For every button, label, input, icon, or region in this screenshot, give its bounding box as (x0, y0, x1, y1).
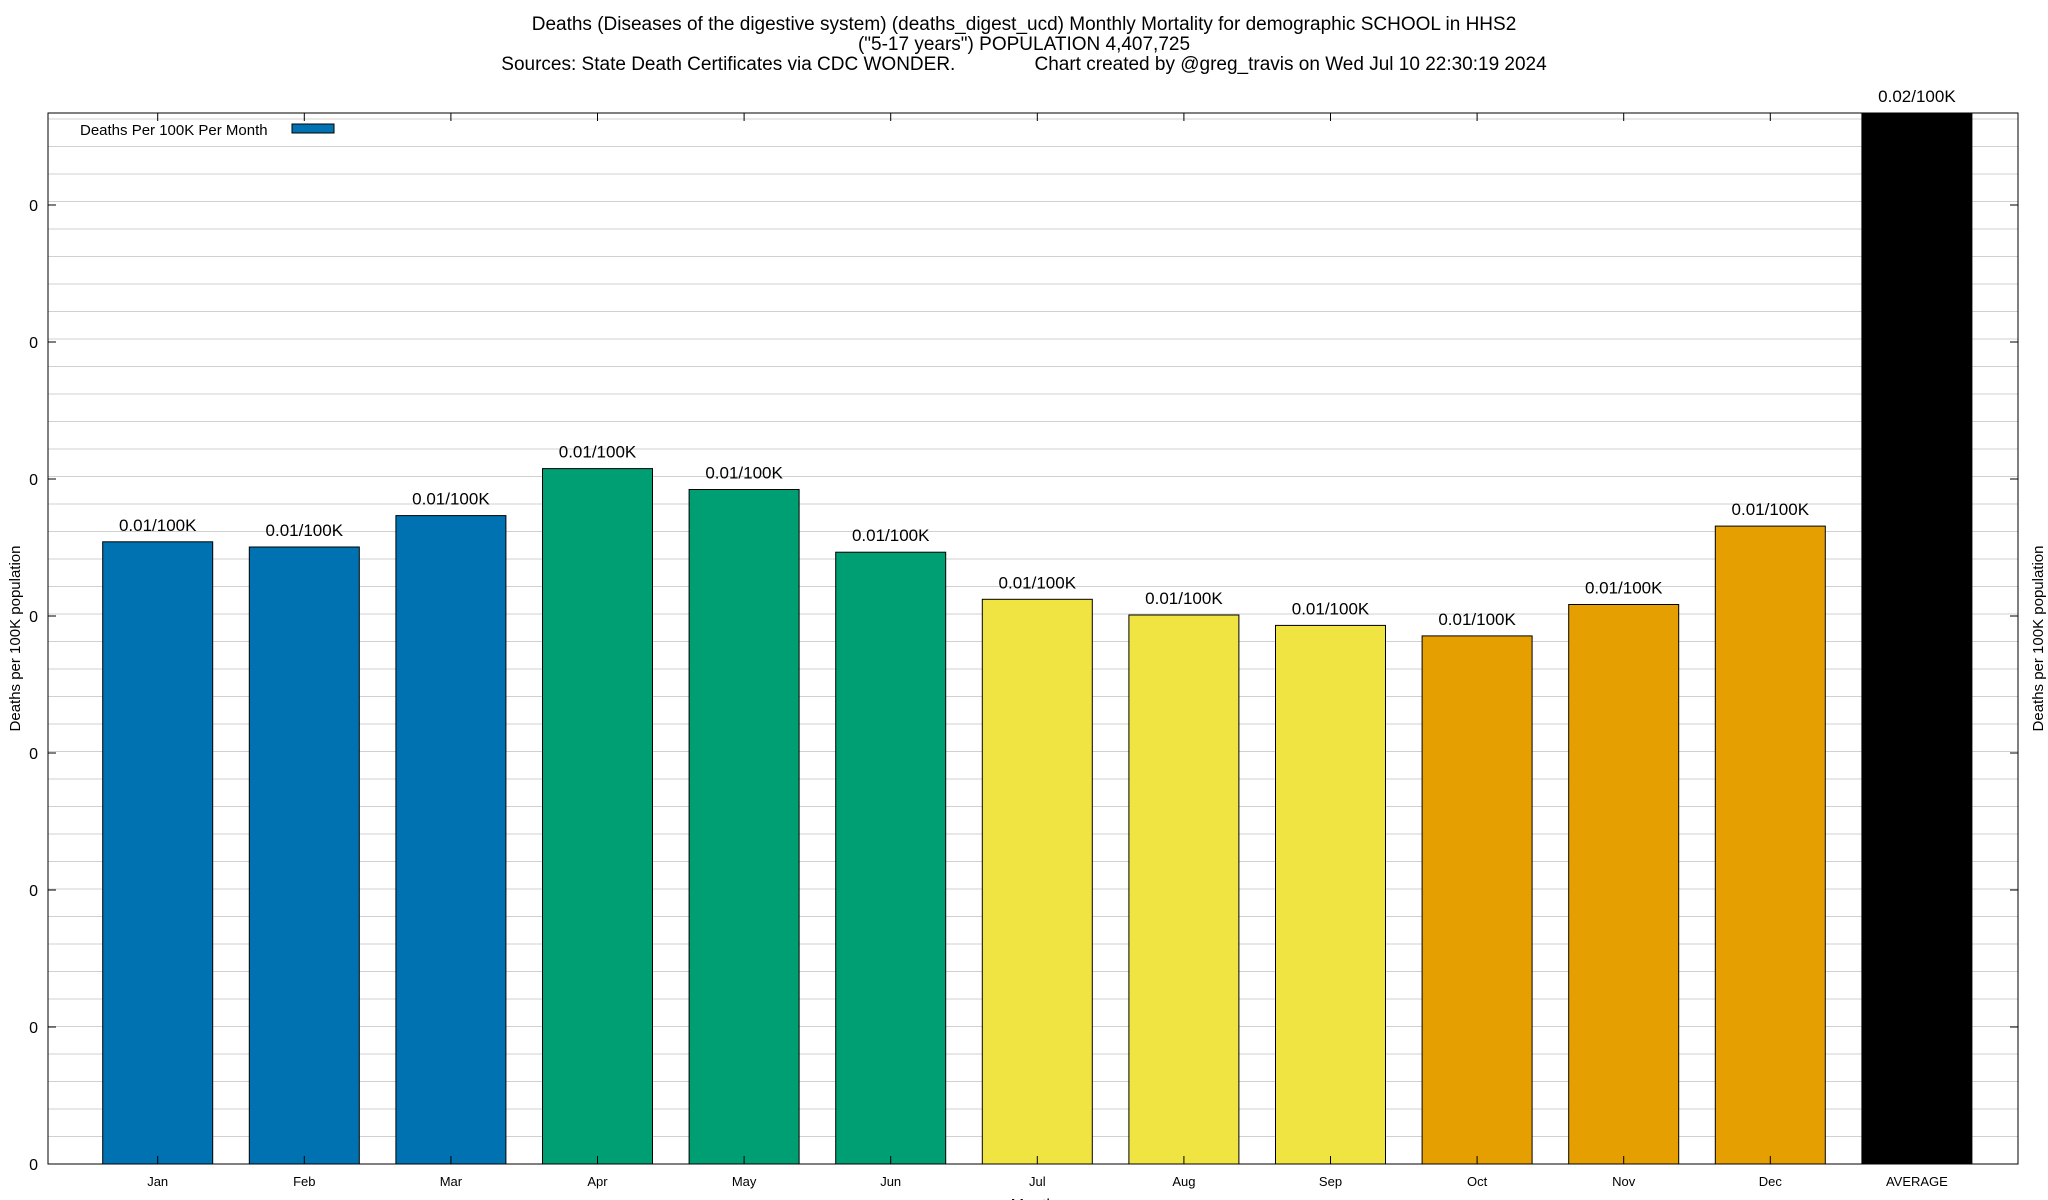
x-tick-label: Jun (880, 1174, 901, 1189)
bar-mar (395, 515, 507, 1165)
data-label-sep: 0.01/100K (1292, 599, 1370, 618)
x-tick-label: Jul (1029, 1174, 1046, 1189)
bar-jun (835, 551, 947, 1165)
legend-label: Deaths Per 100K Per Month (80, 122, 268, 139)
x-tick-label: Jan (147, 1174, 168, 1189)
bar-sep (1275, 624, 1386, 1165)
data-label-feb: 0.01/100K (266, 521, 344, 540)
data-label-nov: 0.01/100K (1585, 579, 1663, 598)
y-axis-label: Deaths per 100K population (7, 546, 24, 732)
bar-jul (981, 598, 1093, 1165)
y-tick-label: 0 (29, 1020, 38, 1037)
y-tick-label: 0 (29, 609, 38, 626)
y-tick-label: 0 (29, 335, 38, 352)
y-tick-label: 0 (29, 746, 38, 763)
x-tick-label: Apr (587, 1174, 608, 1189)
x-axis-label: Month (1011, 1197, 1055, 1200)
bar-jan (102, 541, 214, 1165)
y-tick-label: 0 (29, 198, 38, 215)
y-tick-label: 0 (29, 472, 38, 489)
y-tick-label: 0 (29, 1157, 38, 1174)
x-tick-label: AVERAGE (1886, 1174, 1948, 1189)
bar-average (1861, 112, 1973, 1165)
data-label-aug: 0.01/100K (1145, 589, 1223, 608)
data-label-may: 0.01/100K (705, 464, 783, 483)
data-label-jun: 0.01/100K (852, 526, 930, 545)
legend-swatch (291, 123, 335, 134)
x-tick-label: Sep (1319, 1174, 1342, 1189)
title-line-2: ("5-17 years") POPULATION 4,407,725 (857, 34, 1191, 55)
y-axis-label-right: Deaths per 100K population (2030, 546, 2047, 732)
bar-aug (1128, 614, 1240, 1165)
data-label-dec: 0.01/100K (1732, 500, 1810, 519)
bar-dec (1714, 525, 1826, 1165)
x-tick-label: Aug (1172, 1174, 1195, 1189)
data-label-apr: 0.01/100K (559, 443, 637, 462)
y-tick-label: 0 (29, 883, 38, 900)
bar-nov (1568, 604, 1680, 1165)
bar-may (688, 489, 800, 1165)
x-tick-label: Dec (1759, 1174, 1783, 1189)
x-tick-label: Oct (1467, 1174, 1488, 1189)
data-label-jul: 0.01/100K (999, 573, 1077, 592)
x-tick-label: May (732, 1174, 757, 1189)
x-tick-label: Nov (1612, 1174, 1636, 1189)
bar-oct (1421, 635, 1533, 1165)
data-label-mar: 0.01/100K (412, 490, 490, 509)
x-tick-label: Feb (293, 1174, 315, 1189)
x-tick-label: Mar (440, 1174, 463, 1189)
title-line-3: Sources: State Death Certificates via CD… (501, 54, 1547, 75)
data-label-average: 0.02/100K (1878, 87, 1956, 106)
title-line-1: Deaths (Diseases of the digestive system… (531, 14, 1517, 35)
bar-apr (542, 468, 653, 1165)
data-label-jan: 0.01/100K (119, 516, 197, 535)
data-label-oct: 0.01/100K (1438, 610, 1516, 629)
plot-border (47, 112, 2019, 1165)
bar-feb (248, 546, 360, 1165)
